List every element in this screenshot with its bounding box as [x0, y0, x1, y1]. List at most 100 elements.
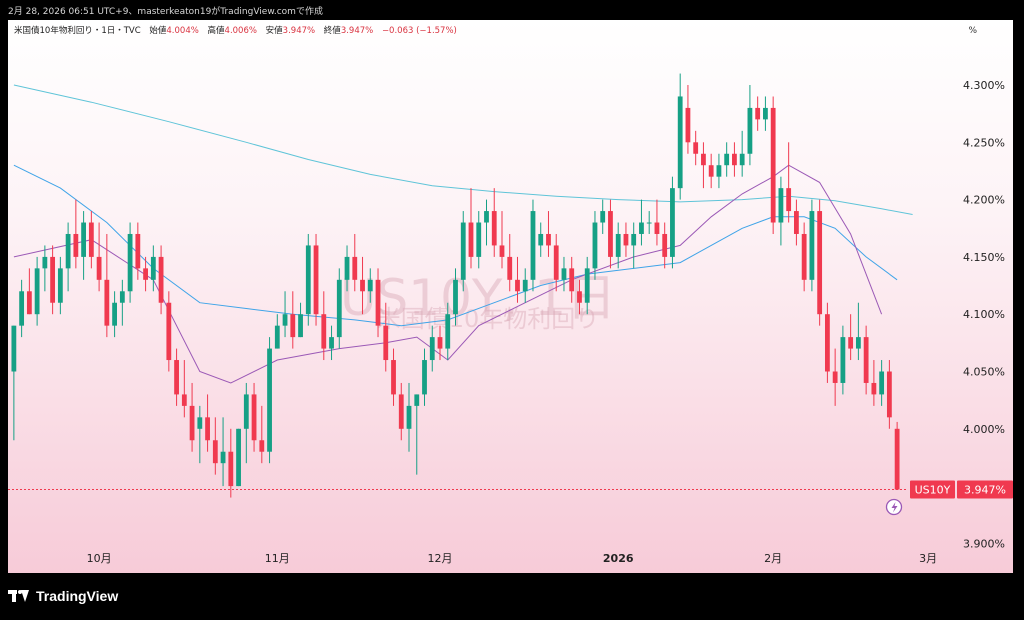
candle-body: [42, 256, 48, 269]
y-tick-label: 4.050%: [963, 366, 1005, 379]
candle-body: [794, 211, 799, 234]
candle-body: [96, 256, 102, 280]
y-tick-label: 4.000%: [963, 423, 1005, 436]
candle: [329, 325, 334, 361]
candle: [739, 130, 745, 177]
candle: [205, 394, 210, 452]
candle-body: [538, 233, 544, 246]
candle-body: [708, 165, 714, 177]
legend-open: 4.004%: [166, 26, 199, 36]
candle-body: [546, 233, 551, 246]
candle: [150, 245, 156, 292]
x-tick-label: 2026: [603, 552, 634, 565]
chart-frame[interactable]: US10Y, 1日 米国債10年物利回り 4.300% 4.250% 4.200% 4…: [8, 20, 1013, 573]
candle: [282, 291, 288, 338]
legend-open-label: 始値: [149, 26, 167, 36]
candle: [166, 291, 172, 372]
y-tick-label: 4.150%: [963, 251, 1005, 264]
candle: [321, 291, 327, 361]
y-tick-label: 4.250%: [963, 136, 1005, 149]
candle-body: [104, 279, 110, 326]
candle-body: [112, 302, 117, 326]
candle-body: [414, 394, 420, 406]
candle-body: [840, 337, 846, 383]
candle-body: [453, 279, 458, 315]
candle-body: [429, 337, 435, 361]
candle: [174, 348, 179, 406]
candle-body: [747, 107, 753, 154]
candle-body: [662, 233, 668, 257]
candle-body: [26, 291, 32, 315]
candle-body: [786, 188, 792, 212]
candle-body: [143, 268, 148, 280]
candle: [747, 85, 753, 166]
candle: [639, 199, 644, 246]
candle-body: [251, 394, 257, 441]
legend-close: 3.947%: [340, 26, 374, 36]
candle-body: [654, 222, 660, 234]
scale-unit-label[interactable]: %: [968, 26, 977, 36]
candle: [42, 245, 48, 292]
candle-body: [81, 222, 87, 257]
candle: [26, 268, 32, 315]
candle-body: [693, 142, 699, 154]
candle: [600, 199, 606, 234]
candle: [453, 268, 458, 326]
candle: [19, 279, 25, 338]
candle-body: [499, 245, 505, 257]
chart-svg[interactable]: US10Y, 1日 米国債10年物利回り 4.300%4.250%4.200%4…: [8, 20, 1013, 573]
candle: [290, 291, 296, 349]
candle: [65, 222, 71, 292]
candle-body: [19, 291, 25, 326]
candle: [88, 211, 94, 269]
candle-body: [329, 337, 334, 349]
candle: [693, 130, 699, 166]
candle-body: [755, 107, 761, 120]
candle: [840, 325, 846, 395]
candle-body: [212, 440, 218, 464]
candle-body: [313, 245, 319, 315]
x-tick-label: 3月: [919, 552, 937, 565]
candle: [646, 211, 652, 234]
candle: [801, 222, 807, 292]
candle-body: [685, 107, 691, 143]
candle-body: [236, 428, 241, 487]
legend-low-label: 安値: [265, 26, 283, 36]
bolt-icon[interactable]: [885, 498, 903, 516]
candle: [305, 233, 311, 326]
candles: [11, 73, 900, 498]
candle: [654, 199, 660, 246]
x-tick-label: 2月: [764, 552, 782, 565]
candle-body: [398, 394, 404, 429]
tradingview-icon: [8, 590, 30, 602]
candle-body: [391, 360, 396, 395]
candle: [615, 222, 621, 269]
candle: [228, 428, 234, 498]
candle-body: [166, 302, 172, 361]
y-tick-label: 4.200%: [963, 194, 1005, 207]
candle-body: [336, 279, 342, 338]
candle: [236, 428, 241, 487]
candle: [561, 256, 567, 292]
candle: [577, 279, 582, 315]
candle: [243, 382, 249, 464]
candle: [871, 360, 877, 406]
candle-body: [360, 279, 365, 292]
candle-body: [445, 314, 451, 349]
candle-body: [491, 211, 497, 246]
candle: [832, 348, 838, 406]
candle-body: [220, 451, 226, 464]
candle: [546, 211, 551, 257]
candle: [507, 233, 513, 292]
candle-body: [375, 279, 381, 326]
header-caption: 2月 28, 2026 06:51 UTC+9、masterkeaton19がT…: [8, 7, 323, 17]
candle: [50, 245, 56, 315]
candle: [538, 222, 544, 257]
tradingview-logo[interactable]: TradingView: [8, 588, 118, 604]
candle: [491, 188, 497, 257]
candle: [484, 199, 489, 246]
candle: [96, 222, 102, 292]
candle: [336, 268, 342, 349]
candle: [584, 256, 590, 315]
candle: [553, 233, 559, 292]
